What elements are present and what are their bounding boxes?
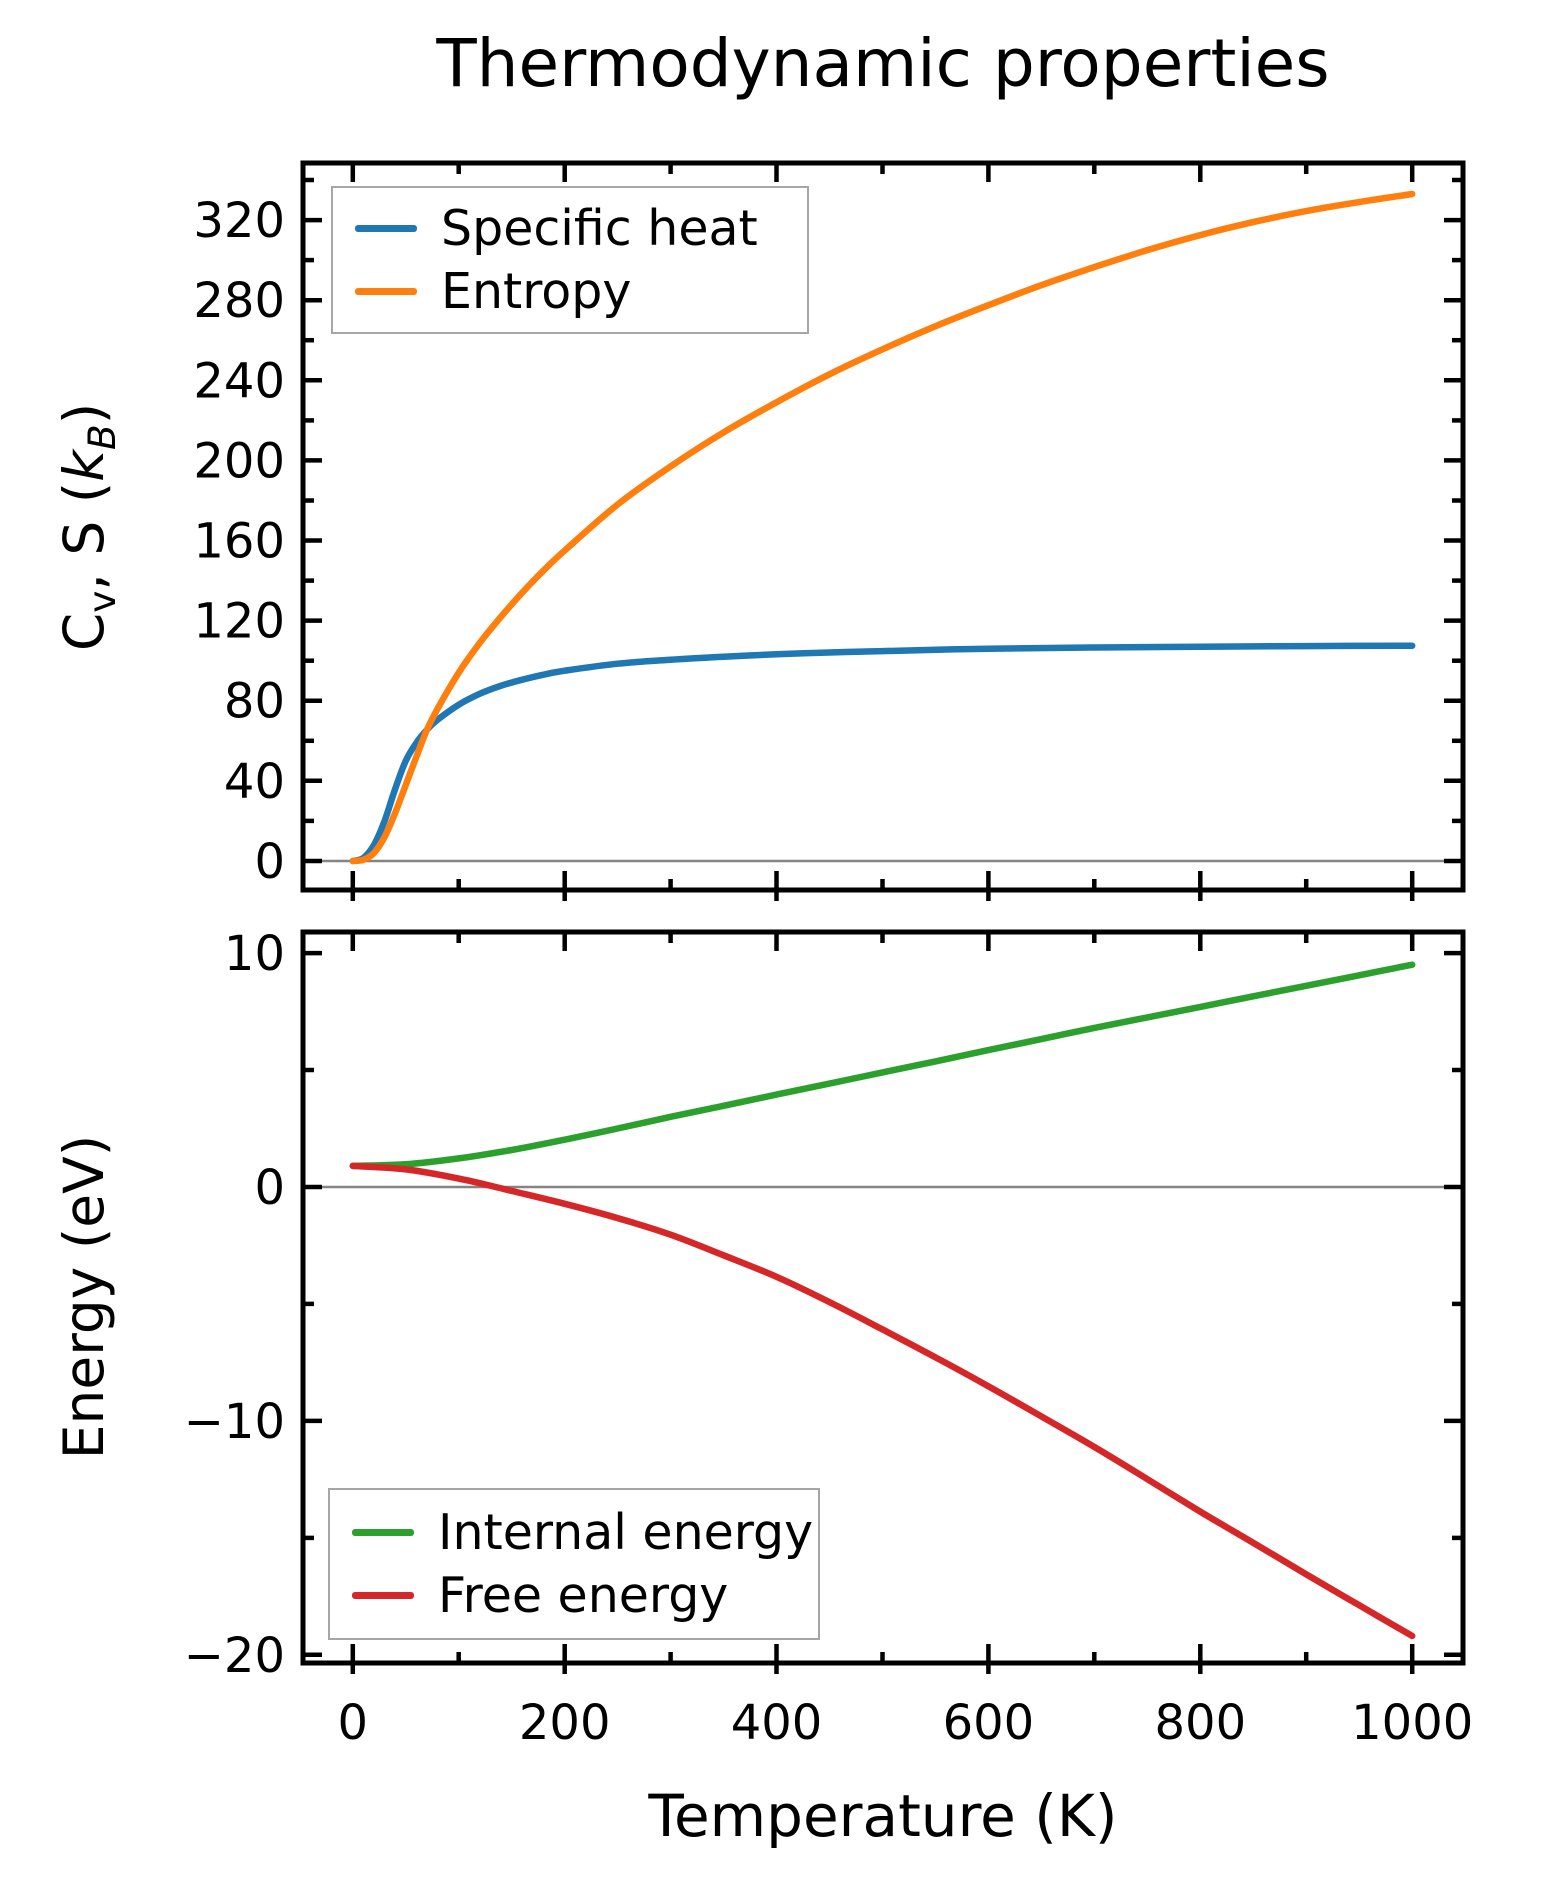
specific-heat-legend-line	[355, 224, 417, 232]
tick-labels: 0 40 80 120 160 200 240 280 320	[193, 193, 285, 890]
internal-energy-legend-line	[352, 1528, 414, 1536]
ticks	[303, 163, 1463, 901]
y-tick-label: −20	[184, 1628, 285, 1684]
ylabel-top-c: C	[52, 612, 116, 652]
free-energy-line	[349, 1162, 1416, 1640]
y-tick-label: 40	[224, 754, 285, 810]
x-tick-label: 1000	[1351, 1695, 1473, 1751]
x-tick-label: 400	[731, 1695, 823, 1751]
legend-bottom: Internal energy Free energy	[328, 1488, 820, 1640]
y-tick-label: −10	[184, 1394, 285, 1450]
x-tick-label: 0	[338, 1695, 369, 1751]
ticks	[303, 932, 1463, 1674]
y-tick-label: 80	[224, 674, 285, 730]
top-y-axis-label: Cv, S (kB)	[52, 403, 124, 651]
free-energy-legend-line	[352, 1592, 414, 1600]
y-tick-label: 120	[193, 594, 285, 650]
legend-label-free-energy: Free energy	[438, 1567, 729, 1624]
x-tick-label: 200	[519, 1695, 611, 1751]
y-tick-label: 10	[224, 926, 285, 982]
x-tick-label: 800	[1154, 1695, 1246, 1751]
ylabel-top-bsub: B	[80, 424, 124, 450]
legend-item-free-energy: Free energy	[352, 1570, 796, 1621]
y-tick-label: 200	[193, 433, 285, 489]
y-tick-label: 160	[193, 514, 285, 570]
legend-item-specific-heat: Specific heat	[355, 199, 785, 257]
legend-label-specific-heat: Specific heat	[441, 199, 758, 257]
ylabel-top-close: )	[52, 402, 116, 425]
y-tick-label: 0	[254, 1160, 285, 1216]
ylabel-top-vsub: v	[80, 590, 124, 613]
legend-label-entropy: Entropy	[441, 263, 632, 320]
ylabel-top-mid: , S (	[52, 481, 116, 591]
y-tick-label: 280	[193, 273, 285, 329]
bottom-y-axis-label: Energy (eV)	[52, 1134, 116, 1460]
entropy-legend-line	[355, 288, 417, 296]
top-chart: 0 40 80 120 160 200 240 280 320	[193, 160, 1466, 901]
x-tick-label: 600	[943, 1695, 1035, 1751]
x-axis-label: Temperature (K)	[648, 1782, 1118, 1850]
figure-title: Thermodynamic properties	[436, 25, 1330, 102]
ylabel-top-k: k	[52, 449, 116, 482]
legend-item-internal-energy: Internal energy	[352, 1506, 813, 1558]
specific-heat-line	[349, 642, 1416, 865]
internal-energy-line	[349, 961, 1416, 1170]
legend-item-entropy: Entropy	[355, 266, 785, 317]
legend-label-internal-energy: Internal energy	[438, 1503, 814, 1561]
entropy-line	[349, 190, 1416, 865]
y-tick-label: 0	[254, 834, 285, 890]
legend-top: Specific heat Entropy	[331, 186, 809, 334]
y-tick-label: 240	[193, 353, 285, 409]
y-tick-label: 320	[193, 193, 285, 249]
